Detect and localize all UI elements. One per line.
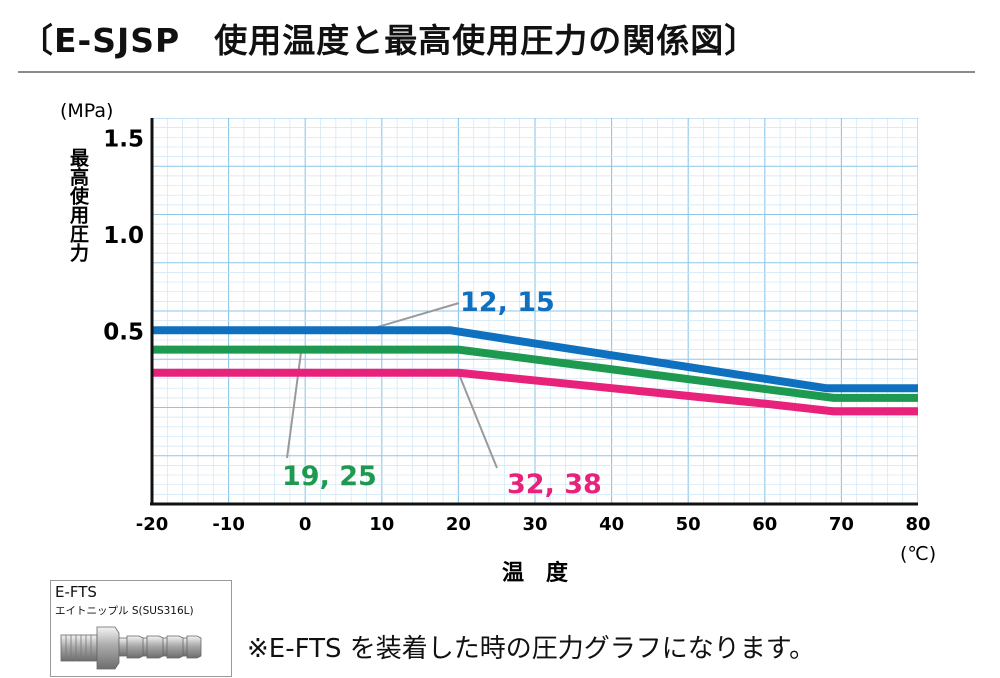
fitting-name: エイトニップル S(SUS316L) [55,605,194,617]
fitting-inset: E-FTS エイトニップル S(SUS316L) [50,580,232,677]
x-tick-label: 20 [446,514,471,535]
y-axis-label: 最高使用圧力 [67,148,90,263]
y-tick-label: 0.5 [103,319,144,345]
series-line-0 [152,326,918,393]
x-tick-label: 10 [369,514,394,535]
x-tick-label: 70 [829,514,854,535]
x-unit-label: (℃) [900,543,936,565]
title-divider [18,71,975,73]
callout-leaders [286,302,498,469]
x-tick-label: 50 [676,514,701,535]
x-tick-label: 0 [299,514,312,535]
x-tick-label: -20 [136,514,169,535]
series-label-12-15: 12, 15 [460,287,555,318]
y-unit-label: (MPa) [60,100,113,122]
x-tick-label: 80 [905,514,930,535]
x-tick-label: 30 [522,514,547,535]
page-title: 〔E-SJSP 使用温度と最高使用圧力の関係図〕 [20,21,759,60]
footnote: ※E-FTS を装着した時の圧力グラフになります。 [247,634,816,664]
series-line-2 [152,368,918,416]
series-lines [152,326,918,416]
y-tick-label: 1.0 [103,223,144,249]
grid [152,118,918,503]
series-label-32-38: 32, 38 [507,469,602,500]
y-tick-label: 1.5 [103,126,144,152]
callout-line [286,349,303,459]
series-line-1 [152,345,918,402]
hose-nipple-icon [60,626,202,670]
fitting-code: E-FTS [55,583,97,601]
x-axis-label: 温 度 [502,560,569,586]
series-label-19-25: 19, 25 [282,461,377,492]
callout-line [366,302,460,332]
x-tick-label: -10 [212,514,245,535]
x-tick-label: 40 [599,514,624,535]
callout-line [457,372,498,469]
x-tick-label: 60 [752,514,777,535]
